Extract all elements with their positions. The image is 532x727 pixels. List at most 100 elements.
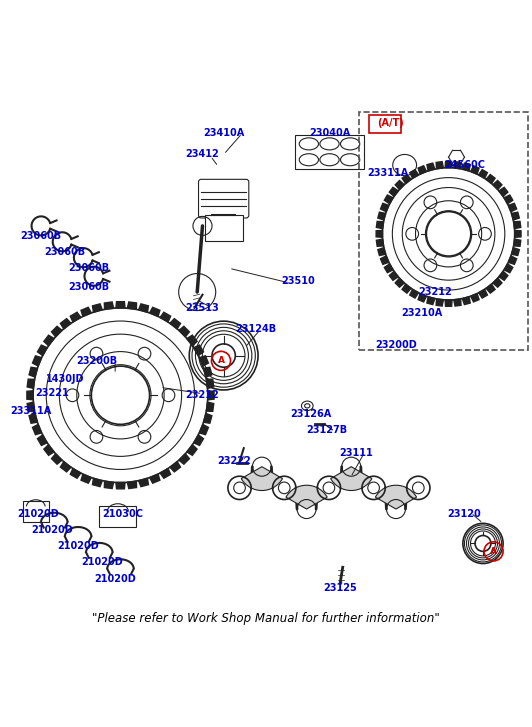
- Polygon shape: [493, 180, 502, 190]
- Text: 23040A: 23040A: [309, 128, 350, 138]
- Polygon shape: [127, 481, 137, 489]
- Polygon shape: [514, 230, 521, 237]
- Polygon shape: [81, 308, 92, 316]
- Polygon shape: [32, 425, 41, 435]
- Text: (A/T): (A/T): [377, 118, 404, 128]
- Bar: [22, 501, 49, 522]
- Polygon shape: [194, 435, 203, 446]
- Polygon shape: [29, 414, 37, 423]
- Polygon shape: [127, 302, 137, 310]
- Polygon shape: [160, 312, 171, 322]
- Text: 23212: 23212: [419, 287, 452, 297]
- Polygon shape: [384, 264, 393, 273]
- Polygon shape: [380, 256, 389, 265]
- Text: 23124B: 23124B: [235, 324, 276, 334]
- Polygon shape: [418, 294, 427, 302]
- Polygon shape: [486, 284, 495, 293]
- Text: 23311A: 23311A: [10, 406, 51, 416]
- Polygon shape: [93, 478, 102, 486]
- Polygon shape: [462, 297, 470, 305]
- Polygon shape: [384, 195, 393, 204]
- Text: 23212: 23212: [186, 390, 219, 401]
- Polygon shape: [170, 462, 180, 472]
- Polygon shape: [104, 302, 114, 310]
- Polygon shape: [378, 212, 386, 220]
- Text: 23200B: 23200B: [76, 356, 117, 366]
- Polygon shape: [389, 271, 398, 281]
- Polygon shape: [402, 284, 411, 293]
- Polygon shape: [513, 222, 521, 229]
- Polygon shape: [410, 169, 419, 178]
- Text: A: A: [490, 547, 497, 556]
- Polygon shape: [200, 425, 209, 435]
- Polygon shape: [179, 454, 189, 465]
- Ellipse shape: [340, 138, 360, 150]
- Polygon shape: [60, 462, 71, 472]
- Ellipse shape: [393, 154, 417, 176]
- Polygon shape: [187, 445, 197, 455]
- Bar: [99, 507, 136, 526]
- Polygon shape: [139, 304, 148, 312]
- Text: 23127B: 23127B: [306, 425, 347, 435]
- Polygon shape: [29, 367, 37, 377]
- Text: 1430JD: 1430JD: [46, 374, 84, 385]
- Text: 24560C: 24560C: [444, 160, 485, 170]
- Polygon shape: [52, 454, 62, 465]
- Text: 23060B: 23060B: [44, 247, 86, 257]
- FancyBboxPatch shape: [198, 180, 249, 218]
- Polygon shape: [436, 161, 443, 169]
- Polygon shape: [454, 299, 461, 306]
- Polygon shape: [499, 271, 508, 281]
- Polygon shape: [170, 318, 180, 329]
- Polygon shape: [37, 435, 47, 446]
- Text: A: A: [218, 356, 225, 366]
- Polygon shape: [436, 299, 443, 306]
- Text: "Please refer to Work Shop Manual for further information": "Please refer to Work Shop Manual for fu…: [92, 612, 440, 625]
- Polygon shape: [37, 345, 47, 356]
- Wedge shape: [331, 467, 372, 491]
- Polygon shape: [508, 204, 517, 212]
- Polygon shape: [206, 379, 214, 388]
- Ellipse shape: [320, 138, 339, 150]
- Bar: [359, 112, 528, 350]
- Bar: [204, 215, 243, 241]
- Ellipse shape: [299, 153, 319, 166]
- Polygon shape: [52, 326, 62, 337]
- Ellipse shape: [320, 153, 339, 166]
- Polygon shape: [204, 414, 212, 423]
- Polygon shape: [418, 166, 427, 174]
- Polygon shape: [511, 248, 519, 255]
- Text: 23210A: 23210A: [402, 308, 443, 318]
- Wedge shape: [376, 485, 417, 509]
- Polygon shape: [376, 239, 384, 246]
- Polygon shape: [376, 222, 384, 229]
- Polygon shape: [194, 345, 203, 356]
- Text: 21020D: 21020D: [31, 525, 72, 535]
- Text: 23125: 23125: [323, 584, 357, 593]
- Text: 21020D: 21020D: [57, 541, 99, 551]
- Polygon shape: [402, 174, 411, 183]
- Polygon shape: [493, 278, 502, 287]
- Polygon shape: [395, 278, 404, 287]
- Polygon shape: [187, 335, 197, 346]
- Bar: [369, 115, 401, 133]
- Polygon shape: [389, 188, 398, 196]
- Polygon shape: [479, 169, 487, 178]
- Polygon shape: [410, 289, 419, 298]
- Polygon shape: [376, 230, 383, 237]
- Polygon shape: [116, 483, 125, 489]
- Polygon shape: [27, 379, 35, 388]
- Polygon shape: [471, 166, 479, 174]
- Ellipse shape: [340, 153, 360, 166]
- Text: 23120: 23120: [447, 510, 481, 519]
- Polygon shape: [479, 289, 487, 298]
- Polygon shape: [204, 367, 212, 377]
- Text: 23060B: 23060B: [21, 231, 62, 241]
- Polygon shape: [380, 204, 389, 212]
- Text: 23126A: 23126A: [290, 409, 331, 419]
- Text: 21020D: 21020D: [81, 557, 123, 567]
- Polygon shape: [206, 402, 214, 411]
- Polygon shape: [395, 180, 404, 190]
- Text: 23111: 23111: [339, 449, 373, 459]
- Polygon shape: [445, 161, 452, 168]
